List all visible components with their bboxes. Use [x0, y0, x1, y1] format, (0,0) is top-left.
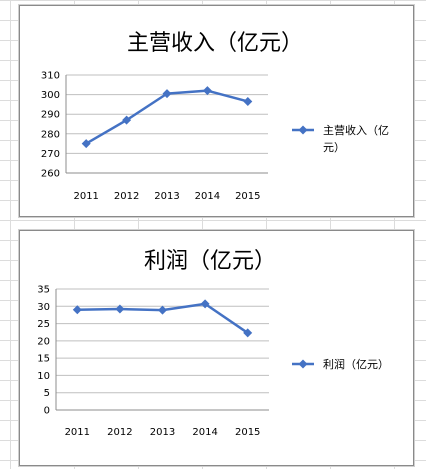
- x-tick-label: 2014: [195, 191, 220, 202]
- data-point: [243, 328, 253, 338]
- y-tick-label: 30: [37, 302, 50, 313]
- y-tick-label: 25: [37, 319, 50, 330]
- revenue-chart-svg: 主营收入（亿元） 主营收入（亿 元） 260 270 280 290 300 310 201…: [41, 31, 389, 202]
- x-tick-label: 2011: [73, 191, 98, 202]
- legend-marker: [298, 359, 308, 369]
- x-tick-label: 2015: [235, 191, 260, 202]
- y-tick-label: 280: [41, 129, 60, 140]
- data-point: [81, 139, 91, 149]
- y-tick-label: 20: [37, 336, 50, 347]
- chart-title: 主营收入（亿元）: [127, 31, 303, 56]
- y-tick-label: 270: [41, 149, 60, 160]
- x-tick-label: 2014: [192, 427, 217, 438]
- y-tick-label: 290: [41, 110, 60, 121]
- data-point: [72, 305, 82, 315]
- data-point: [200, 299, 210, 309]
- data-point: [202, 86, 212, 96]
- data-point: [162, 89, 172, 99]
- y-tick-label: 310: [41, 71, 60, 82]
- x-tick-label: 2012: [107, 427, 132, 438]
- data-point: [158, 305, 167, 315]
- y-tick-label: 300: [41, 90, 60, 101]
- x-tick-label: 2013: [150, 427, 175, 438]
- x-tick-label: 2011: [65, 427, 90, 438]
- data-point: [243, 96, 253, 106]
- x-tick-label: 2012: [114, 191, 139, 202]
- profit-chart[interactable]: 利润（亿元） 利润（亿元） 0 5 10 15 20 25 30 35 2011 2012 2013…: [19, 230, 414, 466]
- series-line: [85, 89, 249, 145]
- data-point: [122, 115, 132, 125]
- data-point: [115, 304, 125, 314]
- y-tick-label: 10: [37, 371, 50, 382]
- x-tick-label: 2013: [154, 191, 179, 202]
- x-tick-label: 2015: [235, 427, 260, 438]
- legend-label-line1: 主营收入（亿: [323, 123, 389, 137]
- y-tick-label: 5: [44, 388, 50, 399]
- y-tick-label: 15: [37, 354, 50, 365]
- revenue-chart[interactable]: 主营收入（亿元） 主营收入（亿 元） 260 270 280 290 300 310 201…: [19, 5, 414, 217]
- y-tick-label: 0: [44, 406, 50, 417]
- profit-chart-svg: 利润（亿元） 利润（亿元） 0 5 10 15 20 25 30 35 2011 2012 2013…: [37, 249, 389, 438]
- y-tick-label: 260: [41, 169, 60, 180]
- y-tick-label: 35: [37, 285, 50, 296]
- chart-title: 利润（亿元）: [144, 249, 276, 274]
- legend-label: 利润（亿元）: [323, 357, 389, 371]
- legend-label-line2: 元）: [323, 141, 345, 154]
- legend-marker: [298, 125, 308, 135]
